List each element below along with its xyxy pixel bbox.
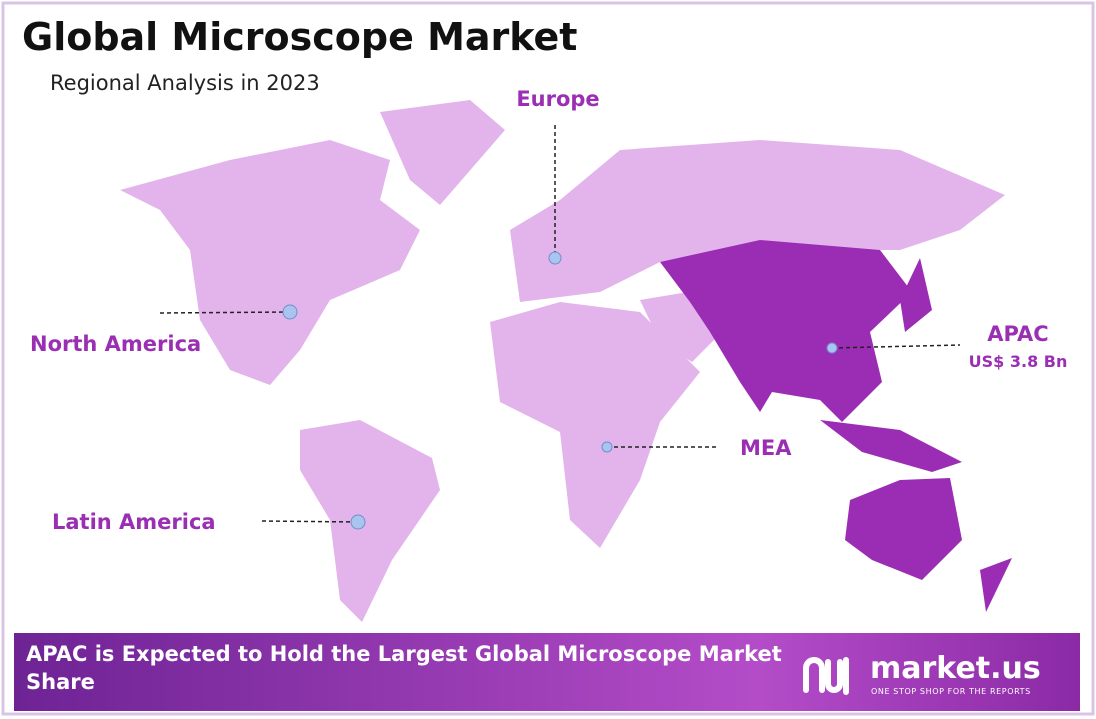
marker [826,342,838,354]
southeast-asia [820,420,962,472]
asia [660,240,912,422]
marker [350,514,366,530]
new-zealand [980,558,1012,612]
logo-mark [803,657,849,695]
africa [490,302,700,548]
region-label: North America [30,332,201,356]
australia [845,478,962,580]
north-america [120,140,420,385]
leader-line [831,344,961,349]
japan [900,258,932,332]
brand-logo: market.us ONE STOP SHOP FOR THE REPORTS [803,651,1041,696]
subtitle: Regional Analysis in 2023 [50,71,320,95]
greenland [380,100,505,205]
leader-line [261,520,359,523]
marker [601,441,613,453]
region-label: Latin America [52,510,216,534]
region-label: Europe [516,87,599,111]
region-label: APAC [987,322,1048,346]
south-america [300,420,440,622]
europe-russia [510,140,1005,302]
region-label: MEA [740,436,792,460]
brand: market.us [870,651,1041,686]
title: Global Microscope Market [22,15,577,59]
region-value: US$ 3.8 Bn [969,352,1068,371]
footer-text: APAC is Expected to Hold the Largest Glo… [26,642,782,694]
marker [548,251,562,265]
footer-band [14,633,1080,711]
marker [282,304,298,320]
leader-line [159,311,291,314]
world-map [120,100,1012,622]
tagline: ONE STOP SHOP FOR THE REPORTS [871,687,1031,696]
